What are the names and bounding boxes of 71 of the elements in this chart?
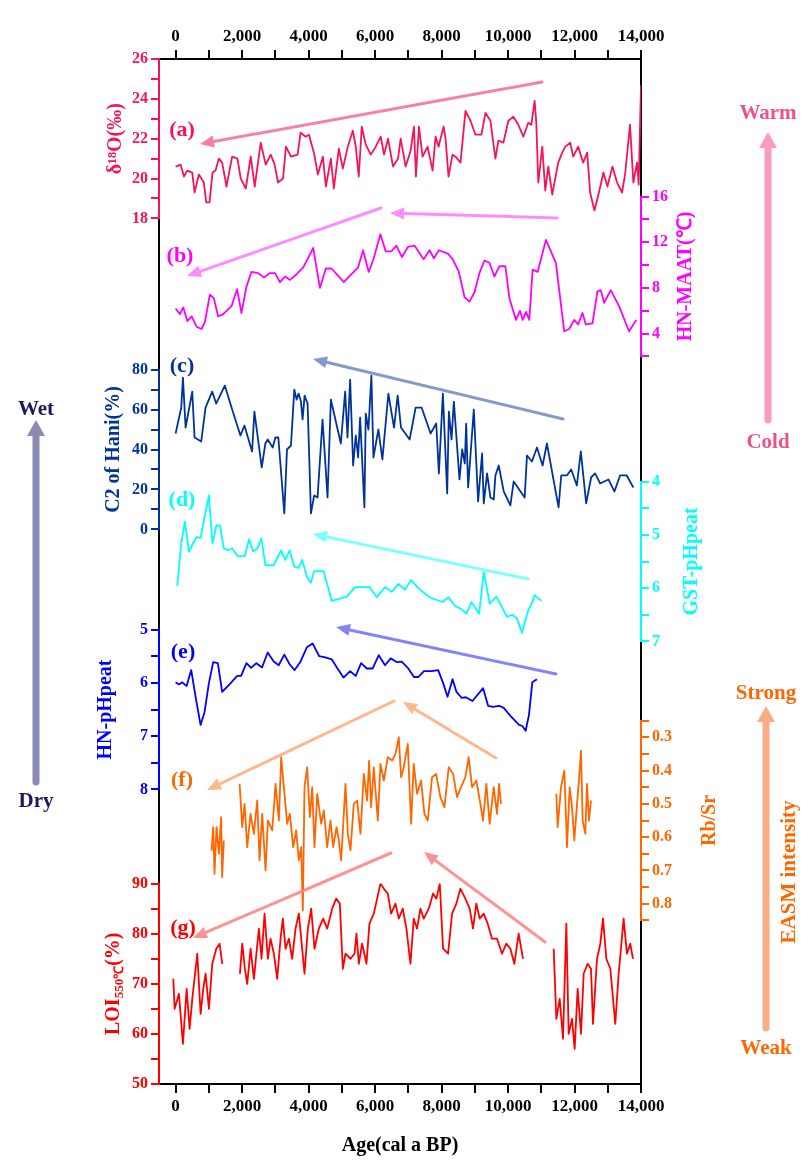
x-tick-label: 0 xyxy=(171,26,180,46)
y-tick-label: 70 xyxy=(132,973,148,991)
text: Strong xyxy=(735,680,797,704)
y-tick-label: 80 xyxy=(132,923,148,941)
y-tick-label: 12 xyxy=(652,232,668,250)
y-tick-label: 16 xyxy=(652,186,668,204)
y-tick-label: 0.7 xyxy=(652,860,672,878)
y-tick-label: 0.5 xyxy=(652,793,672,811)
y-axis-title: HN-pHpeat xyxy=(93,659,117,760)
annotation: (b) xyxy=(166,241,194,267)
x-tick-label: 12,000 xyxy=(551,1095,598,1115)
y-tick-label: 6 xyxy=(652,578,660,596)
x-tick-label: 8,000 xyxy=(422,26,461,46)
y-tick-label: 0.6 xyxy=(652,827,672,845)
y-tick-label: 5 xyxy=(140,619,148,637)
y-tick-label: 26 xyxy=(132,49,148,67)
y-tick-label: 18 xyxy=(132,208,148,226)
x-tick-label: 8,000 xyxy=(422,1095,461,1115)
y-tick-label: 50 xyxy=(132,1074,148,1092)
y-axis-title: δ¹⁸O(‰) xyxy=(103,103,127,175)
y-tick-label: 7 xyxy=(652,631,660,649)
y-tick-label: 20 xyxy=(132,479,148,497)
x-tick-label: 14,000 xyxy=(617,26,665,46)
y-tick-label: 8 xyxy=(140,779,148,797)
x-tick-label: 0 xyxy=(171,1095,180,1115)
annotation: (g) xyxy=(170,913,196,939)
x-tick-label: 6,000 xyxy=(355,1095,395,1115)
x-tick-label: 14,000 xyxy=(617,1095,665,1115)
y-tick-label: 0 xyxy=(140,519,148,537)
text: Cold xyxy=(746,429,790,453)
y-tick-label: 6 xyxy=(140,673,148,691)
annotation: (d) xyxy=(168,485,196,511)
y-tick-label: 20 xyxy=(132,168,148,186)
y-tick-label: 4 xyxy=(652,471,660,489)
y-axis-title: HN-MAAT(℃) xyxy=(673,211,697,342)
x-axis-title: Age(cal a BP) xyxy=(341,1133,459,1157)
y-tick-label: 22 xyxy=(132,128,148,146)
x-tick-label: 2,000 xyxy=(222,1095,262,1115)
y-tick-label: 90 xyxy=(132,873,148,891)
x-tick-label: 10,000 xyxy=(484,1095,532,1115)
y-tick-label: 40 xyxy=(132,439,148,457)
y-tick-label: 7 xyxy=(140,726,148,744)
annotation: (f) xyxy=(171,765,193,791)
y-tick-label: 5 xyxy=(652,525,660,543)
y-axis-title: GST-pHpeat xyxy=(679,507,703,616)
x-tick-label: 6,000 xyxy=(355,26,395,46)
x-tick-label: 10,000 xyxy=(484,26,532,46)
y-tick-label: 8 xyxy=(652,278,660,296)
y-axis-title: Rb/Sr xyxy=(697,794,720,847)
y-tick-label: 24 xyxy=(132,88,148,106)
y-tick-label: 60 xyxy=(132,1024,148,1042)
x-tick-label: 12,000 xyxy=(551,26,598,46)
y-axis-title: C2 of Hani(%) xyxy=(101,386,125,513)
y-tick-label: 0.3 xyxy=(652,727,672,745)
annotation: (e) xyxy=(170,637,196,663)
annotation: (c) xyxy=(169,351,195,377)
y-tick-label: 80 xyxy=(132,359,148,377)
text: Weak xyxy=(740,1035,792,1059)
text: Warm xyxy=(739,100,797,124)
text: Dry xyxy=(18,788,54,812)
y-tick-label: 60 xyxy=(132,399,148,417)
annotation: (a) xyxy=(169,115,195,141)
y-tick-label: 0.8 xyxy=(652,893,672,911)
x-tick-label: 2,000 xyxy=(222,26,262,46)
x-tick-label: 4,000 xyxy=(289,26,328,46)
text: EASM intensity xyxy=(776,800,800,944)
text: Wet xyxy=(17,396,55,420)
y-tick-label: 0.4 xyxy=(652,760,672,778)
y-tick-label: 4 xyxy=(652,323,660,341)
x-tick-label: 4,000 xyxy=(289,1095,328,1115)
y-axis-title: LOI550℃(%) xyxy=(101,932,127,1036)
